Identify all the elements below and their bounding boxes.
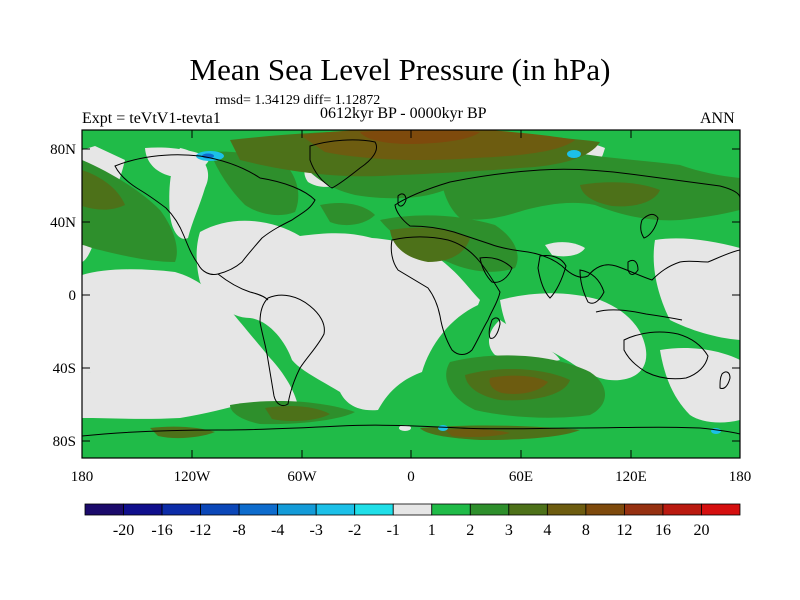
lat-label-40n: 40N xyxy=(50,215,76,231)
lat-label-80s: 80S xyxy=(53,434,76,450)
lat-label-80n: 80N xyxy=(50,142,76,158)
coast-eurasia xyxy=(394,168,740,281)
legend-swatch xyxy=(238,503,279,516)
legend-swatch xyxy=(508,503,548,516)
legend-label: 4 xyxy=(543,522,551,539)
legend-label: -20 xyxy=(113,522,134,539)
olive-mediterranean xyxy=(390,227,470,262)
neutral-tasman xyxy=(660,348,740,423)
legend-swatch xyxy=(392,503,433,516)
coast-north-america xyxy=(114,154,316,275)
experiment-label: Expt = teVtV1-tevta1 xyxy=(82,110,221,127)
legend-swatch xyxy=(431,503,471,516)
lat-ticks xyxy=(82,148,740,442)
neutral-indian-ocean xyxy=(500,293,647,381)
lon-label-120w: 120W xyxy=(174,469,212,485)
coast-uk xyxy=(397,193,407,207)
negative-spots xyxy=(196,150,721,434)
legend-swatch xyxy=(84,503,124,516)
legend-swatch xyxy=(123,503,163,516)
legend-swatch xyxy=(662,503,702,516)
olive-south-pacific xyxy=(265,406,330,422)
legend-label: -3 xyxy=(310,522,323,539)
legend-swatch xyxy=(624,503,664,516)
coast-indonesia xyxy=(595,309,683,321)
legend-swatch xyxy=(277,503,317,516)
neutral-central-asia xyxy=(545,242,585,257)
legend-swatch xyxy=(200,503,240,516)
lat-label-40s: 40S xyxy=(53,361,76,377)
brown-antarctic-east xyxy=(445,429,510,437)
coast-arabia xyxy=(479,257,513,283)
legend-bar xyxy=(84,503,741,516)
legend-label: 8 xyxy=(582,522,590,539)
coast-africa xyxy=(390,236,501,355)
neutral-spot-antarctic-pen xyxy=(399,425,411,431)
legend-label: 16 xyxy=(655,522,671,539)
coast-madagascar xyxy=(488,317,501,339)
legend-label: -16 xyxy=(151,522,172,539)
legend-label: -2 xyxy=(348,522,361,539)
legend-label: -12 xyxy=(190,522,211,539)
neutral-south-indian xyxy=(488,320,560,363)
brown-south-indian-core xyxy=(489,375,548,394)
period-label: 0612kyr BP - 0000kyr BP xyxy=(320,105,487,122)
lon-label-60w: 60W xyxy=(287,469,317,485)
coast-japan xyxy=(640,213,659,239)
coast-south-america xyxy=(259,294,325,407)
olive-antarctic-west xyxy=(150,426,215,439)
lon-label-180w: 180 xyxy=(71,469,94,485)
legend-labels: -20 -16 -12 -8 -4 -3 -2 -1 1 2 3 4 8 12 16 20 xyxy=(113,522,710,539)
legend-label: -1 xyxy=(387,522,400,539)
legend-label: 3 xyxy=(505,522,513,539)
olive-central-asia xyxy=(580,182,660,207)
coast-australia xyxy=(623,331,709,380)
coast-greenland xyxy=(309,139,377,189)
cyan-spot-siberia xyxy=(567,150,581,158)
season-label: ANN xyxy=(700,110,735,127)
neutral-east-pacific xyxy=(82,269,298,408)
legend-swatch xyxy=(546,503,587,516)
map-field xyxy=(82,130,740,458)
neutral-arctic-canada xyxy=(145,147,210,176)
coast-antarctica xyxy=(82,424,740,437)
neutral-north-atlantic-tropics xyxy=(196,220,481,411)
plot-title: Mean Sea Level Pressure (in hPa) xyxy=(189,52,611,87)
legend-swatch xyxy=(469,503,510,516)
midgreen-north-atlantic-mid xyxy=(320,203,375,226)
legend-label: 20 xyxy=(693,522,709,539)
lon-label-180e: 180 xyxy=(729,469,752,485)
legend-swatch xyxy=(354,503,394,516)
lon-ticks xyxy=(81,130,632,458)
lat-label-0: 0 xyxy=(69,288,77,304)
legend-swatch xyxy=(585,503,625,516)
legend-label: -8 xyxy=(232,522,245,539)
coastlines xyxy=(82,139,740,437)
coast-central-america xyxy=(217,273,269,301)
lon-label-60e: 60E xyxy=(509,469,533,485)
legend-label: 1 xyxy=(428,522,436,539)
legend-label: -4 xyxy=(271,522,284,539)
coast-southeast-asia xyxy=(579,269,605,304)
lon-labels: 180 120W 60W 0 60E 120E 180 xyxy=(71,469,752,485)
neutral-south-pacific xyxy=(82,372,250,419)
legend-swatch xyxy=(701,503,741,516)
coast-new-zealand xyxy=(719,371,731,389)
lon-label-120e: 120E xyxy=(615,469,647,485)
cyan-spot-antarctic xyxy=(438,425,448,431)
legend-swatch xyxy=(315,503,356,516)
legend-label: 12 xyxy=(616,522,632,539)
dark-brown-regions xyxy=(360,130,480,144)
olive-north-pacific xyxy=(82,170,125,210)
lat-labels: 80N 40N 0 40S 80S xyxy=(50,142,76,450)
legend-swatch xyxy=(161,503,201,516)
legend-label: 2 xyxy=(466,522,474,539)
lon-label-0: 0 xyxy=(407,469,415,485)
darkbrown-arctic-core xyxy=(360,130,480,144)
coast-india xyxy=(537,255,567,299)
stats-label: rmsd= 1.34129 diff= 1.12872 xyxy=(215,93,381,108)
coast-philippines xyxy=(627,259,639,275)
